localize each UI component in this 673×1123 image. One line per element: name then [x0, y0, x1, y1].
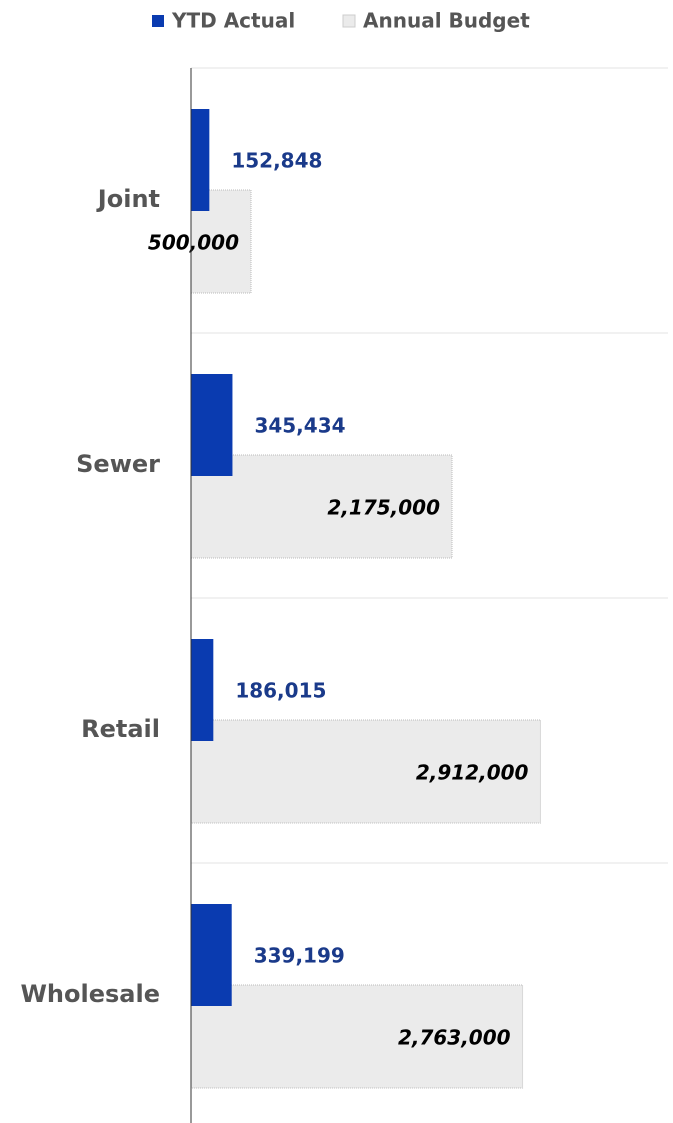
bar — [191, 639, 214, 741]
bar — [190, 984, 524, 1089]
data-label: 339,199 — [254, 944, 345, 968]
legend-label: Annual Budget — [363, 9, 530, 33]
legend-swatch — [152, 15, 164, 27]
bar — [190, 719, 541, 824]
legend-label: YTD Actual — [171, 9, 295, 33]
bar — [191, 374, 233, 476]
data-label: 2,763,000 — [398, 1026, 511, 1050]
data-label: 500,000 — [148, 231, 239, 255]
legend-swatch — [342, 14, 356, 28]
data-label: 2,175,000 — [327, 496, 440, 520]
bar — [191, 109, 210, 211]
data-label: 2,912,000 — [416, 761, 529, 785]
y-tick-label: Wholesale — [20, 980, 160, 1008]
data-label: 152,848 — [231, 149, 322, 173]
y-tick-label: Retail — [81, 715, 160, 743]
bar — [191, 904, 232, 1006]
y-tick-label: Joint — [96, 185, 160, 213]
data-label: 186,015 — [235, 679, 326, 703]
y-tick-label: Sewer — [76, 450, 160, 478]
data-label: 345,434 — [254, 414, 345, 438]
